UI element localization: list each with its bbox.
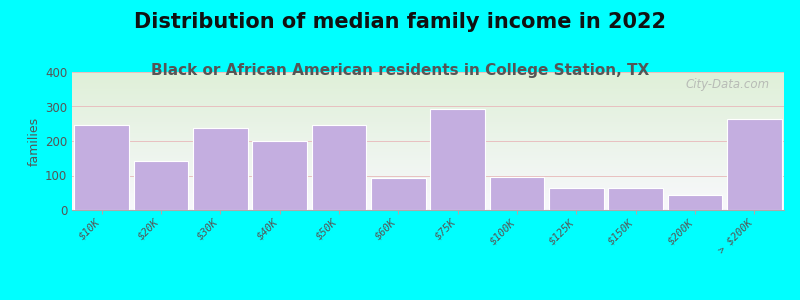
- Bar: [252, 141, 307, 210]
- Y-axis label: families: families: [28, 116, 41, 166]
- Text: City-Data.com: City-Data.com: [686, 77, 770, 91]
- Bar: [371, 178, 426, 210]
- Text: Distribution of median family income in 2022: Distribution of median family income in …: [134, 12, 666, 32]
- Bar: [74, 125, 129, 210]
- Bar: [193, 128, 248, 210]
- Bar: [549, 188, 604, 210]
- Bar: [430, 109, 485, 210]
- Bar: [668, 195, 722, 210]
- Bar: [490, 176, 544, 210]
- Text: Black or African American residents in College Station, TX: Black or African American residents in C…: [151, 63, 649, 78]
- Bar: [134, 161, 188, 210]
- Bar: [312, 125, 366, 210]
- Bar: [608, 188, 663, 210]
- Bar: [727, 118, 782, 210]
